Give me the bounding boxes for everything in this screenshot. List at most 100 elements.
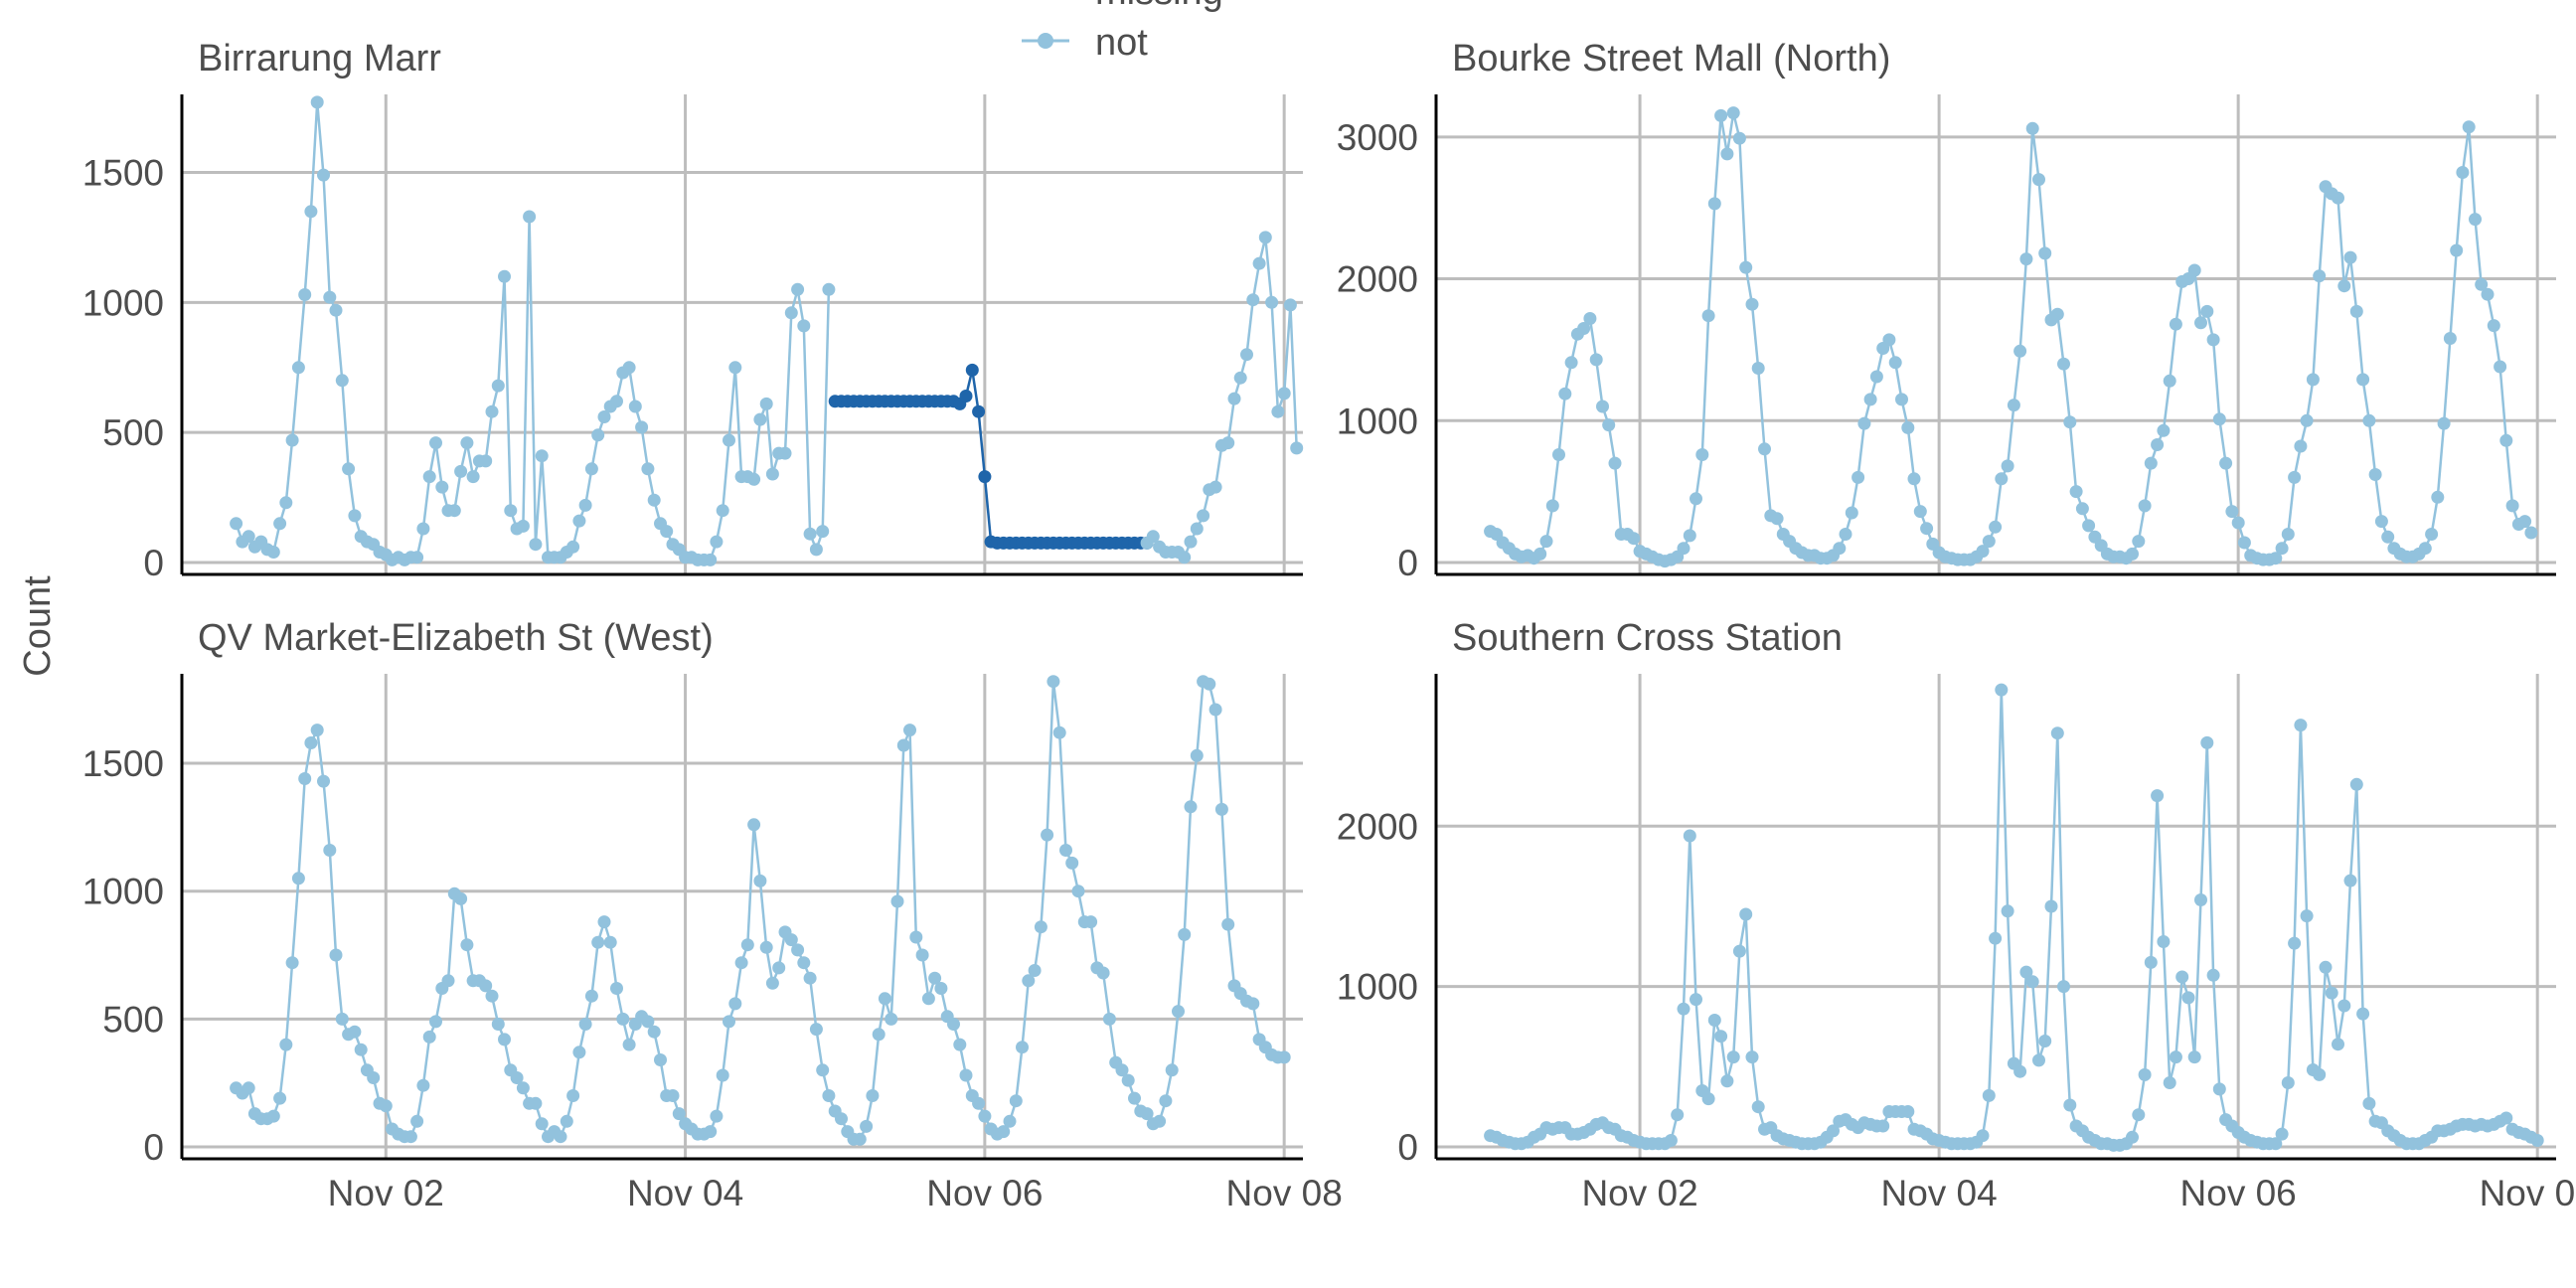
data-point	[1751, 362, 1765, 375]
data-point	[498, 269, 511, 283]
data-point	[978, 470, 992, 484]
data-point	[610, 395, 623, 408]
data-point	[535, 1117, 549, 1131]
data-point	[1552, 448, 1565, 461]
data-point	[978, 1109, 992, 1123]
data-point	[2019, 965, 2033, 979]
data-point	[1608, 456, 1622, 470]
data-point	[2337, 279, 2351, 293]
x-tick-label: Nov 02	[328, 1173, 444, 1213]
data-point	[2157, 423, 2171, 437]
y-tick-label: 0	[1397, 543, 1418, 583]
data-point	[759, 397, 773, 410]
panel-1: 0 1000 2000 3000 Bourke Street Mall (North)	[1337, 38, 2556, 583]
data-point	[1907, 472, 1921, 486]
data-point	[1982, 1088, 1996, 1102]
data-point	[1589, 353, 1603, 367]
data-point	[2487, 319, 2500, 333]
data-point	[2294, 719, 2308, 732]
data-point	[523, 210, 537, 224]
data-point	[734, 956, 748, 970]
x-tick-label: Nov 04	[627, 1173, 743, 1213]
data-point	[2225, 505, 2239, 519]
data-point	[803, 971, 817, 985]
data-point	[628, 400, 642, 413]
legend-key-not-point	[1038, 33, 1053, 49]
data-point	[1240, 348, 1253, 362]
data-point	[1184, 800, 1198, 814]
data-point	[2187, 1050, 2201, 1064]
data-point	[723, 1015, 735, 1029]
data-point	[885, 1012, 898, 1026]
data-point	[1845, 506, 1858, 520]
data-point	[566, 540, 580, 554]
data-point	[2381, 530, 2395, 544]
data-point	[2469, 213, 2482, 227]
panel-title: Bourke Street Mall (North)	[1452, 38, 1890, 80]
data-point	[947, 1018, 960, 1031]
data-point	[304, 736, 318, 749]
data-point	[479, 979, 493, 993]
data-point	[2443, 332, 2457, 345]
y-tick-label: 500	[102, 412, 164, 453]
data-point	[2349, 304, 2363, 318]
data-point	[572, 514, 586, 528]
data-point	[1221, 917, 1235, 931]
data-point	[666, 1089, 680, 1102]
data-point	[2013, 344, 2027, 358]
data-point	[2505, 499, 2519, 513]
data-point	[759, 940, 773, 954]
data-point	[273, 1091, 287, 1105]
data-point	[1827, 1124, 1840, 1138]
data-point	[1071, 885, 1085, 898]
y-tick-label: 1000	[1337, 967, 1418, 1008]
data-point	[723, 433, 735, 447]
data-point	[822, 282, 836, 296]
data-point	[2212, 1082, 2226, 1096]
data-point	[2288, 936, 2302, 950]
series-not	[1140, 231, 1304, 564]
data-point	[584, 462, 598, 476]
data-point	[335, 1012, 349, 1026]
data-point	[516, 1081, 530, 1095]
data-point	[2494, 360, 2507, 374]
data-point	[2007, 399, 2020, 412]
data-point	[1989, 931, 2003, 945]
data-point	[2219, 456, 2233, 470]
data-point	[2362, 1096, 2376, 1110]
data-point	[2332, 1038, 2344, 1051]
data-point	[2456, 166, 2470, 179]
data-point	[1233, 371, 1247, 385]
data-point	[2144, 955, 2158, 969]
panel-title: Southern Cross Station	[1452, 617, 1843, 659]
y-tick-label: 1500	[82, 743, 164, 784]
x-tick-label: Nov 06	[2180, 1173, 2297, 1213]
data-point	[329, 303, 343, 317]
data-point	[1277, 1050, 1291, 1064]
data-point	[1720, 147, 1734, 161]
data-point	[959, 1068, 973, 1082]
panels: 0 500 1000 1500 Birrarung Marr 0 1000 2000 3000 B…	[82, 38, 2576, 1213]
data-point	[641, 462, 655, 476]
data-point	[354, 1043, 368, 1056]
data-point	[1690, 492, 1702, 506]
data-point	[2169, 317, 2182, 331]
data-point	[460, 436, 474, 450]
data-point	[1888, 356, 1902, 370]
data-point	[2169, 1050, 2182, 1064]
data-point	[1271, 404, 1285, 418]
data-point	[1203, 677, 1216, 691]
data-point	[2057, 980, 2070, 994]
y-tick-label: 0	[143, 1127, 164, 1168]
data-point	[410, 551, 424, 564]
data-point	[2132, 535, 2146, 549]
data-point	[2001, 459, 2014, 473]
data-point	[2013, 1064, 2027, 1078]
data-point	[1677, 1002, 1690, 1016]
data-point	[304, 205, 318, 219]
data-point	[1627, 532, 1641, 546]
data-point	[1726, 1050, 1740, 1064]
data-point	[2530, 1134, 2544, 1147]
data-point	[1022, 974, 1036, 988]
data-point	[903, 724, 916, 737]
